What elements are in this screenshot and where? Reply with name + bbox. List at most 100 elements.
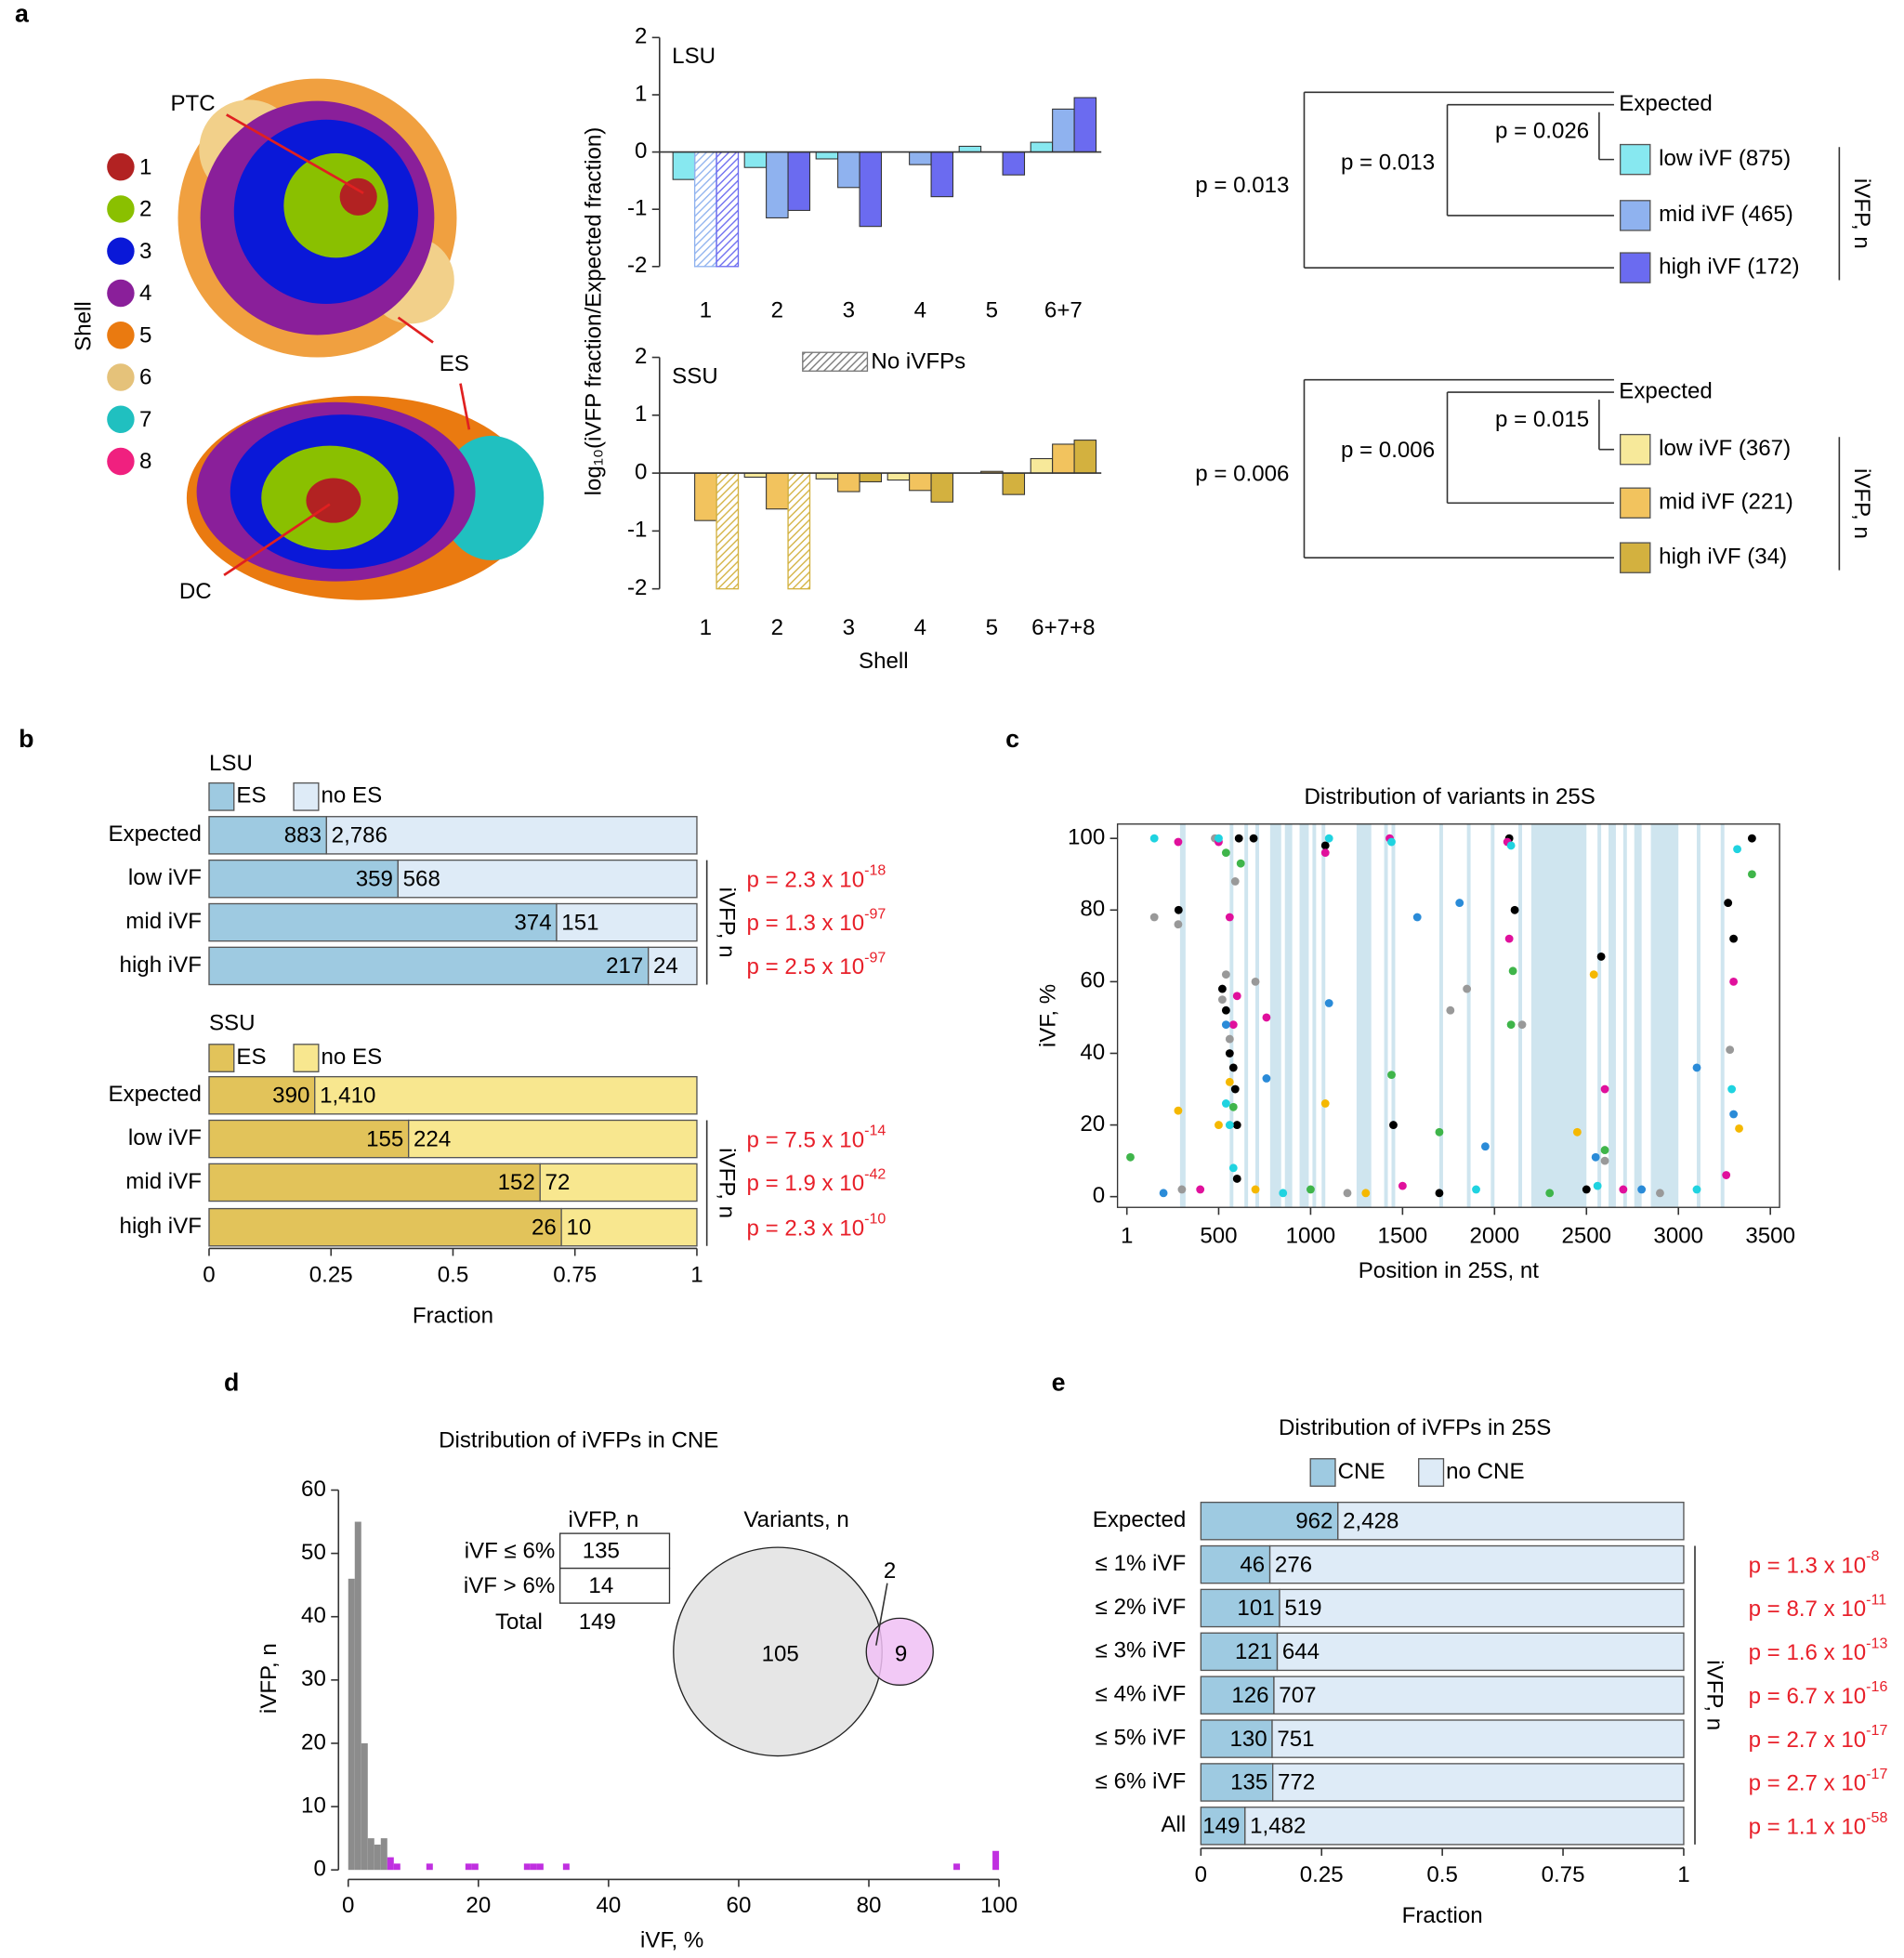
y-axis-label: log₁₀(iVFP fraction/Expected fraction): [582, 127, 607, 496]
point: [1692, 1185, 1701, 1194]
value-label: 126: [1231, 1683, 1268, 1708]
y-tick-label: 0: [635, 459, 647, 484]
p-value: p = 2.3 x 10-10: [747, 1211, 886, 1242]
bar-segment: [1273, 1675, 1685, 1715]
shell-swatch: [107, 447, 135, 476]
point: [1149, 834, 1159, 843]
value-label: 962: [1295, 1508, 1333, 1533]
bar: [815, 472, 839, 480]
bar-segment: [1271, 1719, 1685, 1758]
row-label: Expected: [108, 1082, 201, 1107]
point: [1435, 1189, 1444, 1198]
venn-count: 2: [884, 1558, 896, 1583]
bar-no-data: [693, 151, 717, 268]
point: [1727, 1084, 1737, 1094]
table-row-label: iVF > 6%: [464, 1573, 555, 1598]
shell-blob: [306, 478, 361, 523]
bar-segment: [208, 1119, 410, 1159]
histogram-bar: [393, 1863, 400, 1871]
x-tick-label: 1: [1121, 1224, 1133, 1249]
x-axis-label: Shell: [859, 649, 909, 674]
bar-segment: [208, 816, 328, 855]
point: [1446, 1005, 1455, 1015]
pointer-line: [226, 113, 364, 194]
p-value: p = 1.6 x 10-13: [1749, 1636, 1888, 1666]
p-value: p = 2.5 x 10-97: [747, 950, 886, 980]
p-value: p = 2.3 x 10-18: [747, 862, 886, 893]
chart-title: LSU: [672, 44, 716, 69]
point: [1230, 877, 1240, 886]
cne-band: [1321, 823, 1326, 1208]
y-tick-label: 60: [301, 1477, 326, 1502]
leaf-label: mid iVF (465): [1659, 202, 1793, 227]
y-tick-label: 100: [1068, 825, 1105, 850]
x-tick-label: 1: [1677, 1862, 1689, 1887]
point: [1582, 1185, 1591, 1194]
bar: [1030, 458, 1054, 474]
bar-segment: [1200, 1807, 1246, 1846]
x-axis-label: Position in 25S, nt: [1359, 1258, 1540, 1283]
bar: [859, 472, 883, 482]
cne-band: [1530, 823, 1587, 1208]
p-value: p = 6.7 x 10-16: [1749, 1678, 1888, 1709]
x-tick-label: 4: [914, 297, 926, 322]
histogram-bar: [354, 1521, 361, 1871]
legend-label: no CNE: [1446, 1459, 1524, 1484]
cne-band: [1490, 823, 1495, 1208]
bar-segment: [539, 1163, 698, 1202]
cne-band: [1284, 823, 1293, 1208]
point: [1593, 1181, 1602, 1190]
legend-label: no ES: [322, 783, 383, 808]
p-text: p = 1.3 x 10: [1749, 1554, 1867, 1579]
point: [1435, 1127, 1444, 1137]
cne-band: [1438, 823, 1443, 1208]
x-axis-label: Fraction: [1402, 1903, 1483, 1928]
histogram-bar: [374, 1844, 381, 1871]
p-exponent: -42: [864, 1166, 886, 1183]
point: [1724, 899, 1733, 907]
bar: [1052, 443, 1075, 474]
chart-title: SSU: [672, 363, 718, 388]
p-value: p = 0.026: [1495, 119, 1589, 144]
x-tick-label: 0.75: [553, 1262, 597, 1287]
bar-segment: [1200, 1632, 1279, 1672]
point: [1225, 1049, 1234, 1058]
point: [1412, 913, 1422, 922]
y-tick-label: 0: [1093, 1183, 1105, 1208]
panel-letter: a: [15, 0, 30, 27]
x-tick-label: 4: [914, 615, 926, 640]
point: [1221, 848, 1230, 858]
side-label: iVFP, n: [1702, 1660, 1727, 1730]
y-tick-label: 1: [635, 81, 647, 106]
cne-band: [1720, 823, 1725, 1208]
point: [1174, 1106, 1183, 1115]
histogram-bar: [387, 1857, 394, 1871]
point: [1251, 1185, 1260, 1194]
point: [1228, 1063, 1238, 1072]
value-label: 276: [1275, 1552, 1312, 1577]
point: [1506, 841, 1516, 850]
point: [1506, 1020, 1516, 1030]
x-tick-label: 6+7+8: [1031, 615, 1095, 640]
shell-label: 2: [139, 197, 151, 222]
value-label: 883: [284, 823, 322, 848]
shell-label: 4: [139, 281, 151, 306]
shell-label: 8: [139, 449, 151, 474]
value-label: 217: [606, 953, 643, 979]
shell-label: 3: [139, 239, 151, 264]
bar: [930, 151, 954, 198]
point: [1174, 837, 1183, 847]
value-label: 1,482: [1250, 1814, 1306, 1839]
bar-segment: [1200, 1719, 1273, 1758]
y-tick-label: 2: [635, 24, 647, 49]
legend-swatch: [1309, 1458, 1336, 1487]
cne-band: [1609, 823, 1616, 1208]
p-value: p = 2.7 x 10-17: [1749, 1722, 1888, 1753]
histogram-bar: [465, 1863, 472, 1871]
point: [1589, 970, 1598, 979]
bar: [672, 151, 696, 180]
bar-segment: [208, 946, 650, 986]
leaf-label: low iVF (875): [1659, 146, 1791, 171]
point: [1234, 834, 1243, 843]
point: [1232, 992, 1241, 1001]
